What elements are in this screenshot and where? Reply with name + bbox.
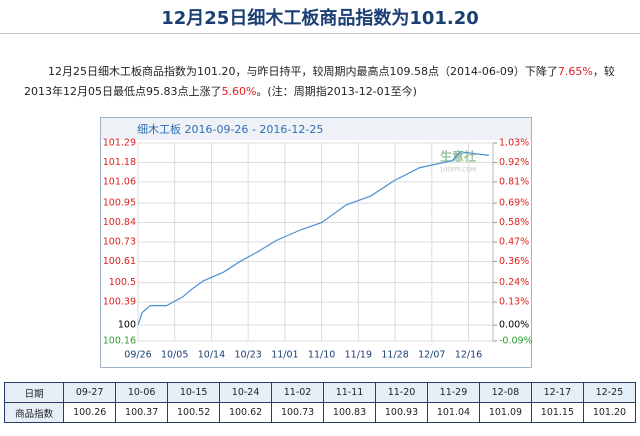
table-cell: 100.52: [167, 402, 221, 423]
summary-line: 2013年12月05日最低点95.83点上涨了5.60%。(注：周期指2013-…: [24, 82, 624, 102]
table-cell: 10-24: [219, 382, 273, 403]
table-cell: 100.73: [271, 402, 325, 423]
table-cell: 100.93: [375, 402, 428, 423]
table-cell: 100.62: [219, 402, 273, 423]
table-cell: 09-27: [63, 382, 117, 403]
table-cell: 10-15: [167, 382, 221, 403]
table-row: 商品指数 100.26 100.37 100.52 100.62 100.73 100.83…: [3, 402, 637, 423]
x-tick-label: 11/28: [381, 350, 408, 361]
table-cell: 101.15: [530, 402, 584, 423]
y2-tick-label: -0.09%: [499, 336, 533, 347]
table-cell: 12-17: [530, 382, 584, 403]
y-tick-label: 100.61: [103, 256, 136, 267]
x-tick-label: 10/05: [161, 350, 188, 361]
summary-text: 。(注：周期指2013-12-01至今): [256, 85, 417, 98]
table-cell: 11-20: [375, 382, 428, 403]
summary: 12月25日细木工板商品指数为101.20，与昨日持平，较周期内最高点109.5…: [24, 62, 624, 102]
y2-tick-label: 0.81%: [499, 176, 529, 187]
table-cell: 日期: [3, 382, 65, 403]
y2-tick-label: 0.13%: [499, 297, 529, 308]
y-tick-label: 101.06: [103, 176, 136, 187]
y2-tick-label: 1.03%: [499, 138, 529, 149]
table-cell: 101.09: [478, 402, 532, 423]
chart: 细木工板 2016-09-26 - 2016-12-25 生意社 100PPI.…: [100, 117, 533, 368]
table-cell: 11-11: [323, 382, 377, 403]
y2-tick-label: 0.69%: [499, 198, 529, 209]
x-tick-label: 11/10: [308, 350, 335, 361]
x-tick-label: 12/07: [418, 350, 445, 361]
watermark: 生意社: [440, 149, 476, 164]
x-tick-label: 09/26: [124, 350, 151, 361]
table-row: 日期 09-27 10-06 10-15 10-24 11-02 11-11 11-20 11-…: [3, 382, 637, 403]
table-cell: 101.20: [582, 402, 637, 423]
page-title: 12月25日细木工板商品指数为101.20: [161, 8, 479, 29]
table-cell: 商品指数: [3, 402, 65, 423]
summary-text: ，较: [592, 65, 615, 78]
title-rule: [0, 33, 640, 34]
table-cell: 12-25: [582, 382, 637, 403]
y2-tick-label: 0.47%: [499, 237, 529, 248]
y-tick-label: 100.84: [103, 217, 136, 228]
summary-text: 12月25日细木工板商品指数为101.20，与昨日持平，较周期内最高点109.5…: [48, 65, 558, 78]
price-table: 日期 09-27 10-06 10-15 10-24 11-02 11-11 11-20 11-…: [3, 382, 637, 423]
y-tick-label: 100.73: [103, 237, 136, 248]
y-tick-label: 101.29: [103, 138, 136, 149]
highlight: 5.60%: [221, 85, 257, 98]
chart-title: 细木工板 2016-09-26 - 2016-12-25: [137, 122, 323, 136]
y-tick-label: 100.16: [103, 336, 136, 347]
y2-tick-label: 0.00%: [499, 320, 529, 331]
series-line: [137, 151, 489, 326]
table-cell: 10-06: [115, 382, 169, 403]
table-cell: 11-02: [271, 382, 325, 403]
y2-tick-label: 0.92%: [499, 157, 529, 168]
chart-header: [101, 118, 531, 140]
y-tick-label: 100: [118, 320, 136, 331]
y2-tick-label: 0.58%: [499, 217, 529, 228]
table-cell: 101.04: [426, 402, 480, 423]
summary-text: 2013年12月05日最低点95.83点上涨了: [24, 85, 222, 98]
y-tick-label: 100.39: [103, 297, 136, 308]
highlight: 7.65%: [557, 65, 593, 78]
table-cell: 100.83: [323, 402, 377, 423]
x-tick-label: 11/01: [271, 350, 298, 361]
watermark-sub: 100PPI.COM: [440, 167, 476, 174]
y2-tick-label: 0.36%: [499, 256, 529, 267]
y2-tick-label: 0.24%: [499, 277, 529, 288]
table-cell: 11-29: [426, 382, 480, 403]
x-tick-label: 10/14: [198, 350, 225, 361]
y-tick-label: 100.95: [103, 198, 136, 209]
table-cell: 12-08: [478, 382, 532, 403]
y-tick-label: 100.5: [109, 277, 136, 288]
x-tick-label: 11/19: [345, 350, 372, 361]
x-tick-label: 10/23: [234, 350, 261, 361]
x-tick-label: 12/16: [455, 350, 482, 361]
table-cell: 100.26: [63, 402, 117, 423]
table-cell: 100.37: [115, 402, 169, 423]
y-tick-label: 101.18: [103, 157, 136, 168]
summary-line: 12月25日细木工板商品指数为101.20，与昨日持平，较周期内最高点109.5…: [24, 62, 624, 82]
